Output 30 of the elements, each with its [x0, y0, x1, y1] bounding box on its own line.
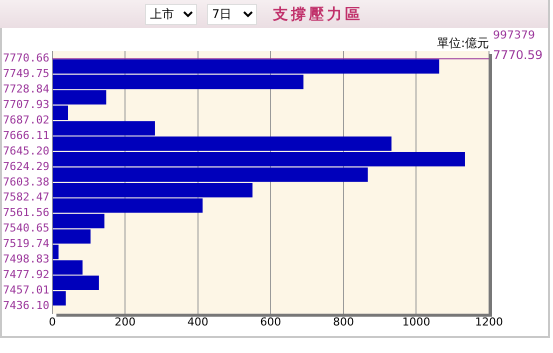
- ref-line-label: 7770.59: [493, 48, 543, 62]
- y-tick-label: 7436.10: [3, 298, 50, 312]
- market-dropdown[interactable]: 上市: [145, 4, 197, 24]
- x-tick-label: 1000: [402, 315, 430, 328]
- y-tick-label: 7707.93: [3, 98, 50, 111]
- y-tick-label: 7624.29: [3, 160, 50, 173]
- y-tick-label: 7540.65: [3, 222, 50, 235]
- y-tick-label: 7498.83: [3, 252, 50, 266]
- y-tick-label: 7582.47: [3, 190, 50, 204]
- y-tick-label: 7477.92: [3, 268, 50, 282]
- y-tick-label: 7728.84: [3, 82, 50, 96]
- y-tick-label: 7519.74: [3, 237, 50, 250]
- y-tick-label: 7561.56: [3, 206, 50, 220]
- y-tick-label: 7770.66: [3, 52, 50, 65]
- x-tick-label: 1200: [475, 315, 503, 328]
- y-tick-label: 7457.01: [3, 283, 50, 296]
- text: 單位:億元: [436, 36, 489, 50]
- y-tick-label: 7687.02: [3, 113, 50, 126]
- period-dropdown[interactable]: 7日: [207, 4, 257, 24]
- x-tick-label: 800: [332, 315, 354, 328]
- text: 997379: [493, 28, 535, 42]
- y-tick-label: 7645.20: [3, 144, 50, 158]
- x-tick-label: 400: [187, 315, 208, 328]
- y-tick-label: 7749.75: [3, 67, 50, 80]
- x-tick-label: 0: [48, 315, 56, 328]
- x-tick-label: 600: [260, 315, 282, 328]
- y-tick-label: 7666.11: [3, 128, 50, 142]
- y-tick-label: 7603.38: [3, 175, 50, 188]
- x-tick-label: 200: [114, 315, 136, 328]
- chart-title: 支撐壓力區: [273, 4, 363, 24]
